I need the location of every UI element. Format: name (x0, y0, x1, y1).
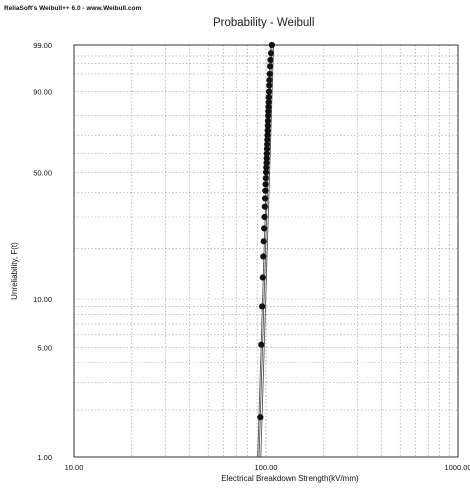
data-point (265, 99, 272, 106)
plot-frame (73, 44, 459, 458)
y-axis-label: Unreliability, F(t) (10, 242, 19, 300)
data-point (262, 187, 269, 194)
data-point (262, 169, 270, 176)
data-point (258, 341, 265, 348)
data-point (263, 150, 270, 157)
data-point (261, 195, 269, 202)
data-point (266, 76, 273, 84)
data-point (265, 94, 272, 101)
data-point (266, 70, 273, 78)
data-point (265, 103, 272, 111)
data-point (264, 141, 271, 148)
fit-line (260, 44, 274, 458)
y-tick-label: 50.00 (33, 168, 52, 177)
data-point (262, 175, 269, 182)
grid-lines (74, 45, 458, 457)
y-tick-label: 10.00 (33, 295, 52, 304)
data-point (262, 181, 269, 188)
x-tick-label: 10.00 (65, 463, 84, 472)
data-point (264, 136, 271, 143)
data-point (261, 203, 268, 210)
y-tick-label: 5.00 (37, 343, 52, 352)
data-point (267, 56, 274, 64)
x-tick-label: 100.00 (255, 463, 278, 472)
data-point (268, 41, 275, 49)
data-point (265, 108, 272, 115)
y-tick-label: 90.00 (33, 88, 52, 97)
x-axis-label: Electrical Breakdown Strength(kV/mm) (221, 474, 359, 483)
chart-title: Probability - Weibull (213, 17, 315, 29)
data-point (264, 127, 271, 134)
data-point (263, 145, 271, 153)
data-point (261, 225, 268, 232)
tick-labels: 10.00 100.00 1000.00 1.00 5.00 10.00 50.00 90.0… (33, 41, 470, 472)
data-point (261, 213, 268, 221)
data-point (266, 82, 273, 89)
x-tick-label: 1000.00 (444, 463, 470, 472)
data-point (265, 88, 273, 95)
data-point (260, 253, 267, 260)
data-point (263, 159, 270, 166)
y-tick-label: 99.00 (33, 41, 52, 50)
data-points (257, 41, 275, 421)
watermark-text: ReliaSoft's Weibull++ 6.0 - www.Weibull.… (4, 5, 142, 12)
data-point (259, 274, 266, 281)
data-point (263, 164, 270, 171)
data-point (264, 132, 271, 139)
data-point (260, 238, 267, 245)
data-point (267, 50, 275, 57)
data-point (259, 303, 266, 310)
y-tick-label: 1.00 (37, 453, 52, 462)
data-point (263, 155, 270, 162)
data-point (257, 414, 264, 421)
data-point (264, 122, 271, 129)
data-point (264, 117, 272, 124)
data-point (266, 63, 274, 70)
